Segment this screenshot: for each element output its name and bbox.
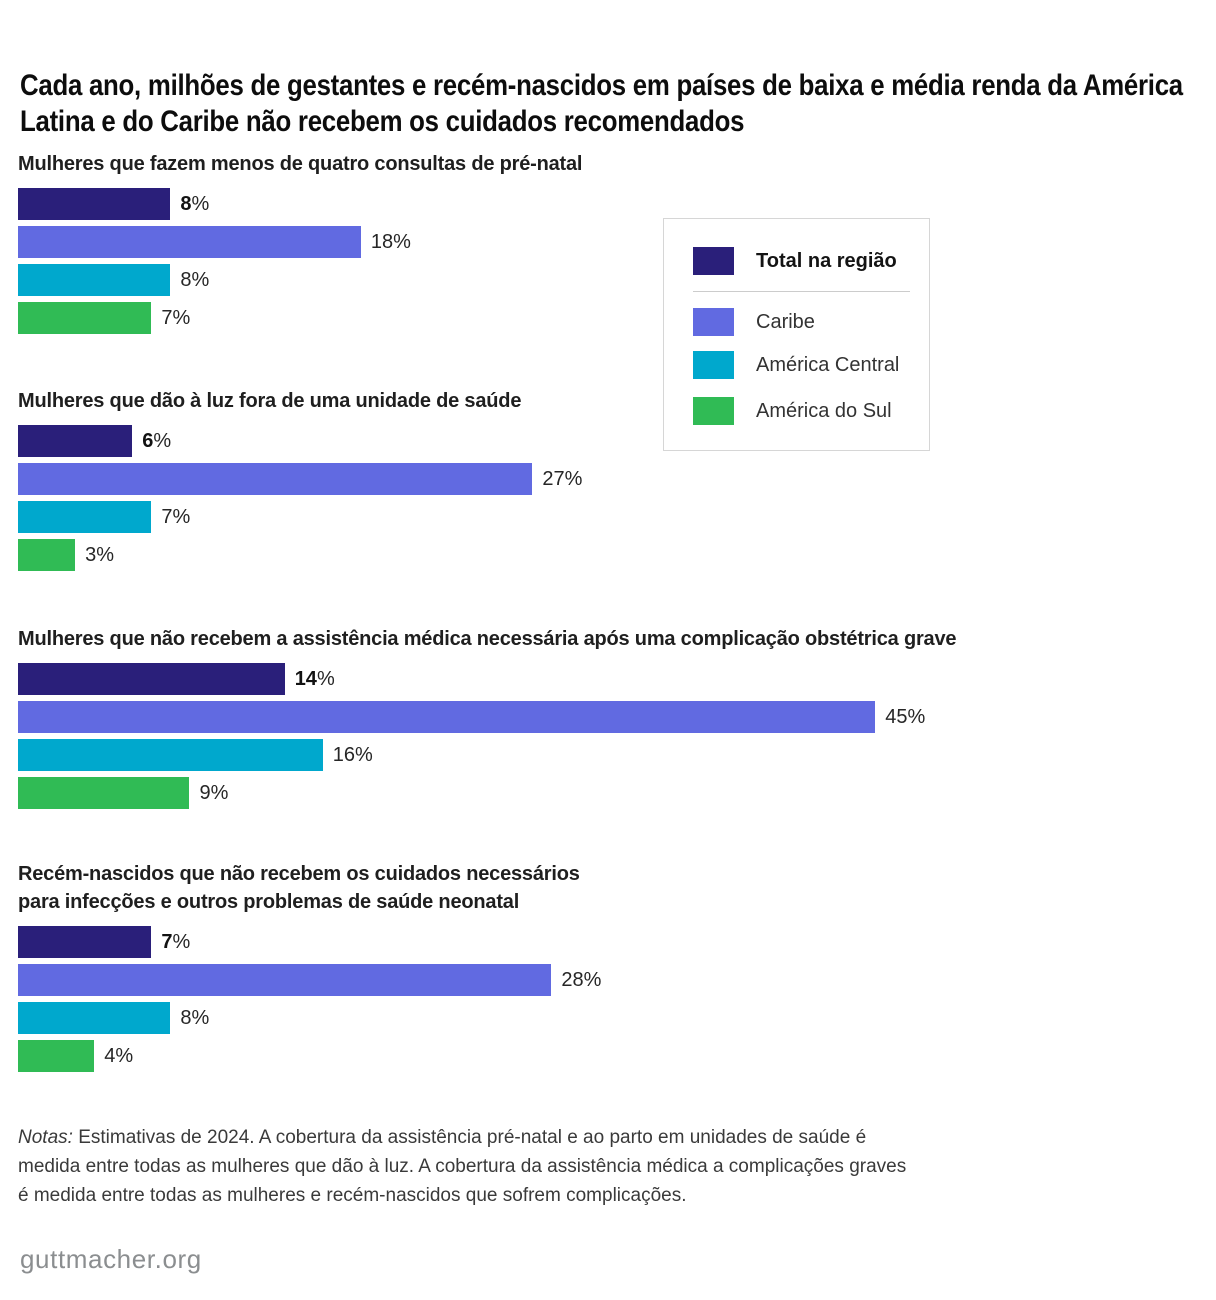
bar-row-total-na-regiao: 8%	[18, 188, 1216, 220]
bar-row-caribe: 28%	[18, 964, 1216, 996]
notes-body: Estimativas de 2024. A cobertura da assi…	[18, 1127, 907, 1206]
legend-swatch-total	[693, 247, 734, 275]
bar-value-label: 8%	[180, 192, 210, 215]
bar-value-label: 8%	[180, 268, 210, 291]
page-title: Cada ano, milhões de gestantes e recém-n…	[20, 69, 1183, 139]
chart-section-obstetric-complications: Mulheres que não recebem a assistência m…	[18, 625, 1216, 815]
legend-item-total: Total na região	[693, 247, 897, 275]
bar-value-label: 45%	[885, 705, 926, 728]
bar-row-caribe: 45%	[18, 701, 1216, 733]
bar-value-label: 8%	[180, 1006, 210, 1029]
bar-value-label: 6%	[142, 429, 172, 452]
legend-item-caribe: Caribe	[693, 308, 815, 336]
bar-caribe	[18, 226, 361, 258]
legend-label-america-do-sul: América do Sul	[756, 399, 892, 422]
legend-label-america-central: América Central	[756, 353, 900, 376]
legend: Total na região Caribe América Central A…	[663, 218, 930, 451]
bar-total-na-regiao	[18, 188, 171, 220]
bar-value-label: 7%	[161, 930, 191, 953]
bar-value-label: 3%	[85, 543, 115, 566]
bar-america-do-sul	[18, 302, 152, 334]
bar-caribe	[18, 701, 876, 733]
bar-chart-birth-outside-facility: 6% 27% 7% 3%	[18, 425, 1216, 571]
chart-title: Mulheres que dão à luz fora de uma unida…	[18, 390, 522, 412]
bar-america-central	[18, 1002, 171, 1034]
chart-section-birth-outside-facility: Mulheres que dão à luz fora de uma unida…	[18, 387, 1216, 577]
bar-row-america-central: 8%	[18, 264, 1216, 296]
bar-row-america-central: 16%	[18, 739, 1216, 771]
legend-label-total: Total na região	[756, 249, 897, 272]
bar-value-label: 7%	[161, 306, 191, 329]
bar-america-do-sul	[18, 777, 190, 809]
legend-swatch-caribe	[693, 308, 734, 336]
legend-swatch-america-do-sul	[693, 397, 734, 425]
chart-section-prenatal: Mulheres que fazem menos de quatro consu…	[18, 150, 1216, 340]
bar-row-america-central: 8%	[18, 1002, 1216, 1034]
bar-chart-obstetric-complications: 14% 45% 16% 9%	[18, 663, 1216, 809]
bar-row-america-do-sul: 4%	[18, 1040, 1216, 1072]
bar-chart-newborn-care: 7% 28% 8% 4%	[18, 926, 1216, 1072]
notes-label: Notas:	[18, 1127, 73, 1148]
bar-row-caribe: 18%	[18, 226, 1216, 258]
bar-total-na-regiao	[18, 663, 285, 695]
bar-value-label: 4%	[104, 1044, 134, 1067]
bar-caribe	[18, 463, 533, 495]
chart-section-newborn-care: Recém-nascidos que não recebem os cuidad…	[18, 860, 1216, 1078]
bar-row-total-na-regiao: 6%	[18, 425, 1216, 457]
bar-row-total-na-regiao: 7%	[18, 926, 1216, 958]
bar-america-central	[18, 501, 152, 533]
legend-item-america-do-sul: América do Sul	[693, 397, 892, 425]
legend-label-caribe: Caribe	[756, 310, 815, 333]
bar-total-na-regiao	[18, 926, 152, 958]
bar-caribe	[18, 964, 552, 996]
bar-value-label: 28%	[561, 968, 602, 991]
bar-row-america-do-sul: 7%	[18, 302, 1216, 334]
bar-chart-prenatal: 8% 18% 8% 7%	[18, 188, 1216, 334]
bar-america-do-sul	[18, 539, 76, 571]
bar-value-label: 18%	[370, 230, 411, 253]
chart-title: Mulheres que não recebem a assistência m…	[18, 628, 957, 650]
notes: Notas: Estimativas de 2024. A cobertura …	[18, 1123, 1018, 1210]
bar-value-label: 16%	[332, 743, 373, 766]
bar-value-label: 14%	[294, 667, 335, 690]
bar-row-america-central: 7%	[18, 501, 1216, 533]
bar-value-label: 7%	[161, 505, 191, 528]
bar-america-do-sul	[18, 1040, 95, 1072]
bar-total-na-regiao	[18, 425, 133, 457]
bar-value-label: 9%	[199, 781, 229, 804]
legend-divider	[693, 291, 910, 292]
chart-title: Recém-nascidos que não recebem os cuidad…	[18, 863, 580, 913]
bar-america-central	[18, 739, 323, 771]
bar-row-america-do-sul: 3%	[18, 539, 1216, 571]
bar-row-caribe: 27%	[18, 463, 1216, 495]
bar-value-label: 27%	[542, 467, 583, 490]
chart-title: Mulheres que fazem menos de quatro consu…	[18, 153, 583, 175]
footer-brand: guttmacher.org	[20, 1244, 202, 1274]
legend-item-america-central: América Central	[693, 351, 899, 379]
bar-row-total-na-regiao: 14%	[18, 663, 1216, 695]
bar-row-america-do-sul: 9%	[18, 777, 1216, 809]
legend-swatch-america-central	[693, 351, 734, 379]
bar-america-central	[18, 264, 171, 296]
